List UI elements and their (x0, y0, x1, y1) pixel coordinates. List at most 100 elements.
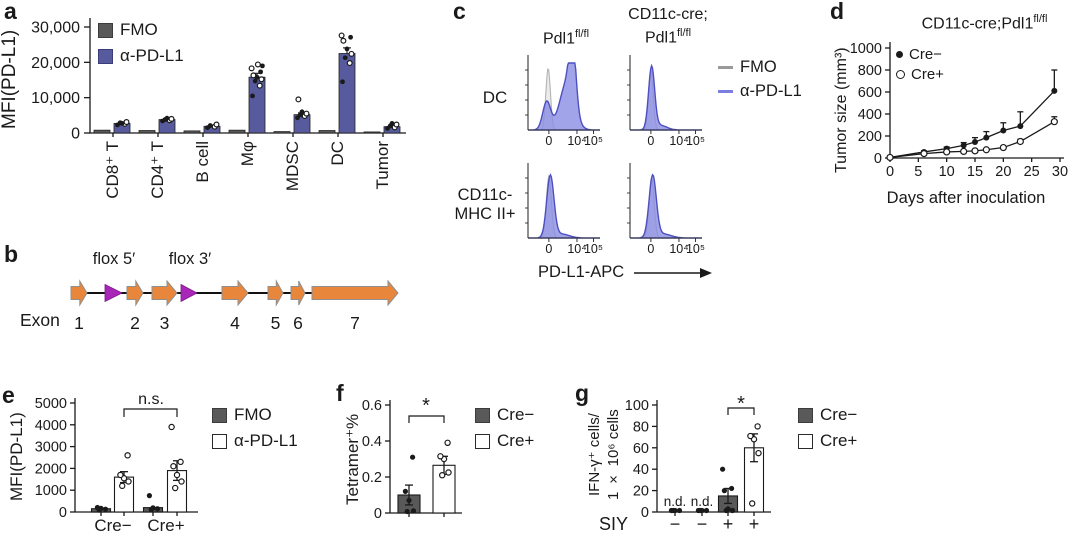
title-superscript: fl/fl (1033, 13, 1048, 25)
data-point (171, 484, 179, 492)
panel-f: 0 0.2 0.4 0.6 f Tetramer⁺% * Cre− Cre+ (330, 380, 575, 538)
data-point (393, 121, 400, 128)
panel-d-title: CD11c-cre;Pdl1fl/fl (887, 14, 1080, 32)
title-text: CD11c-cre;Pdl1 (921, 15, 1034, 33)
exon-number-label: 4 (230, 313, 240, 333)
star-significance-label: * (737, 393, 745, 415)
data-point (254, 61, 261, 68)
legend-item-cre-plus: Cre+ (798, 431, 857, 451)
y-tick-label: 400 (858, 107, 882, 123)
panel-e-chart: 0 1000 2000 3000 4000 5000 (35, 396, 198, 521)
data-point (248, 65, 255, 72)
x-tick-label: 0 (545, 134, 552, 148)
data-point (348, 50, 355, 57)
data-point (150, 505, 156, 511)
data-point (729, 485, 735, 492)
legend-item-apdl1: α-PD-L1 (98, 46, 184, 66)
legend-label: Cre+ (820, 431, 858, 450)
x-category-label: Mφ (238, 141, 257, 166)
x-tick-label: 0 (647, 242, 654, 256)
bar-fmo (318, 130, 336, 134)
siy-sign-label: + (723, 514, 734, 534)
x-tick-label: 30 (1052, 164, 1068, 180)
data-point (755, 449, 762, 457)
siy-sign-label: − (670, 514, 681, 534)
flox5-label: flox 5′ (92, 250, 136, 268)
ns-significance-label: n.s. (138, 391, 164, 408)
x-category-label: CD4⁺ T (148, 141, 167, 199)
data-point (118, 482, 126, 490)
x-tick-label: 10⁵ (584, 242, 603, 256)
row-label-dc: DC (482, 88, 508, 107)
x-category-cre-minus: Cre− (94, 516, 132, 535)
bar-fmo (138, 130, 156, 134)
data-point (747, 432, 754, 440)
column-header-pdl1fl: Pdl1fl/fl (522, 25, 610, 48)
legend-label: Cre− (909, 46, 942, 63)
data-point (972, 139, 978, 146)
header-superscript: fl/fl (676, 27, 692, 39)
x-category-label: CD8⁺ T (103, 141, 122, 199)
legend-item-fmo: FMO (212, 405, 298, 425)
data-point (721, 488, 727, 494)
data-point (943, 148, 951, 156)
data-point (445, 469, 452, 476)
panel-g-y-axis-label-line1: IFN-γ⁺ cells/ (586, 413, 603, 497)
y-tick-label: 800 (858, 63, 882, 79)
y-tick-label: 0 (374, 506, 382, 522)
cre-plus-swatch-icon (798, 433, 813, 449)
data-point (123, 119, 130, 126)
data-point (124, 452, 131, 459)
x-tick-label: 10⁴ (669, 242, 688, 256)
panel-e: 0 1000 2000 3000 4000 5000 e MFI(PD-L1) n.s. … (0, 380, 330, 538)
y-tick-label: 0 (641, 505, 649, 521)
flox-site-triangle-icon (180, 283, 198, 303)
legend-item-cre-plus: Cre+ (475, 431, 534, 451)
cre-minus-swatch-icon (798, 407, 813, 423)
x-tick-label: 15 (967, 164, 983, 180)
apdl1-histogram (528, 173, 600, 239)
x-tick-label: 0 (545, 242, 552, 256)
data-point (295, 96, 302, 103)
apdl1-histogram (528, 62, 600, 131)
data-point (960, 147, 968, 155)
legend-item-apdl1: α-PD-L1 (212, 431, 298, 451)
header-superscript: fl/fl (574, 28, 590, 40)
y-tick-label: 30,000 (31, 20, 80, 37)
panel-d-chart: 0 200 400 600 800 1000 0 5 10 15 20 25 30 (850, 41, 1068, 180)
legend-label: α-PD-L1 (740, 82, 802, 100)
legend-item-cre-minus: Cre− (798, 405, 857, 425)
data-point (886, 153, 894, 162)
data-point (250, 93, 255, 99)
panel-e-label: e (2, 382, 15, 408)
significance-bracket (408, 415, 445, 423)
data-point (438, 471, 446, 479)
y-tick-label: 80 (633, 419, 649, 435)
data-point (94, 504, 100, 511)
data-point (920, 150, 928, 158)
exon-number-label: 2 (130, 313, 140, 333)
y-tick-label: 60 (633, 441, 649, 457)
legend-label: Cre− (497, 405, 535, 424)
data-point (389, 121, 395, 126)
panel-d-label: d (830, 0, 845, 24)
data-point (146, 493, 152, 499)
y-tick-label: 2000 (35, 461, 67, 477)
exon-arrow (70, 279, 88, 307)
fmo-histogram (630, 177, 702, 239)
x-category-label: MDSC (283, 141, 302, 191)
legend-label: FMO (234, 405, 272, 424)
y-tick-label: 20,000 (31, 55, 80, 72)
data-point (207, 123, 213, 128)
series-line (889, 90, 1055, 159)
panel-f-legend: Cre− Cre+ (475, 405, 534, 451)
legend-item-cre-minus: Cre− (896, 46, 944, 63)
data-point (170, 463, 177, 470)
panel-d: 0 200 400 600 800 1000 0 5 10 15 20 25 30 d CD11c-cr… (828, 0, 1080, 218)
data-point (437, 453, 444, 460)
exon-number-label: 5 (271, 313, 281, 333)
